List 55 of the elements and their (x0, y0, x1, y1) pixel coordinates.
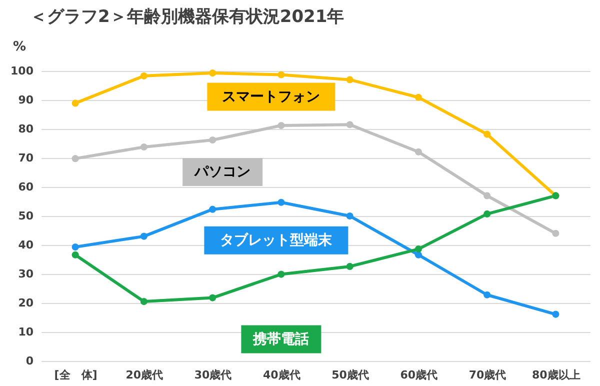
series-label: パソコン (194, 164, 251, 180)
x-tick-label: 30歳代 (194, 368, 232, 382)
x-tick-label: 20歳代 (126, 368, 164, 382)
chart-title: ＜グラフ2＞年齢別機器保有状況2021年 (30, 7, 344, 27)
y-tick-label: 10 (18, 326, 34, 338)
point (552, 230, 560, 237)
y-tick-label: 100 (10, 64, 34, 78)
x-tick-label: 40歳代 (263, 368, 300, 382)
point (140, 232, 148, 240)
x-tick-label: 60歳代 (400, 368, 438, 382)
x-tick-label: [全 体] (54, 368, 98, 382)
x-tick-label: 70歳代 (468, 368, 506, 382)
point (140, 72, 148, 80)
point (414, 94, 422, 101)
point (484, 210, 491, 218)
point (72, 155, 79, 162)
point (346, 76, 354, 84)
point (209, 206, 216, 213)
y-tick-label: 90 (18, 94, 34, 106)
point (484, 291, 491, 298)
y-tick-label: 70 (18, 152, 34, 164)
point (278, 122, 285, 130)
point (72, 100, 79, 107)
point (72, 251, 79, 258)
y-tick-label: 0 (26, 354, 34, 368)
x-tick-label: 50歳代 (332, 368, 369, 382)
point (278, 71, 285, 78)
y-tick-label: 30 (18, 268, 34, 280)
point (346, 212, 354, 220)
point (72, 244, 79, 251)
point (140, 143, 148, 151)
point (209, 294, 216, 302)
text: 携帯電話 (252, 330, 310, 348)
series-label: タブレット型端末 (220, 231, 334, 248)
point (552, 310, 560, 318)
point (278, 198, 285, 206)
y-tick-label: 60 (18, 180, 34, 194)
y-tick-label: 80 (18, 122, 34, 136)
y-tick-label: 40 (18, 238, 34, 252)
point (484, 130, 491, 138)
point (278, 270, 285, 278)
point (484, 192, 491, 200)
y-tick-label: 20 (18, 296, 34, 310)
y-tick-label: 50 (18, 210, 34, 222)
point (414, 148, 422, 156)
point (346, 121, 354, 128)
point (209, 70, 216, 77)
point (346, 262, 354, 270)
series-label: スマートフォン (222, 88, 320, 105)
x-tick-label: 80歳以上 (532, 368, 580, 382)
point (140, 298, 148, 306)
point (209, 136, 216, 144)
point (414, 251, 422, 258)
y-axis-title: % (12, 40, 26, 54)
point (414, 246, 422, 253)
